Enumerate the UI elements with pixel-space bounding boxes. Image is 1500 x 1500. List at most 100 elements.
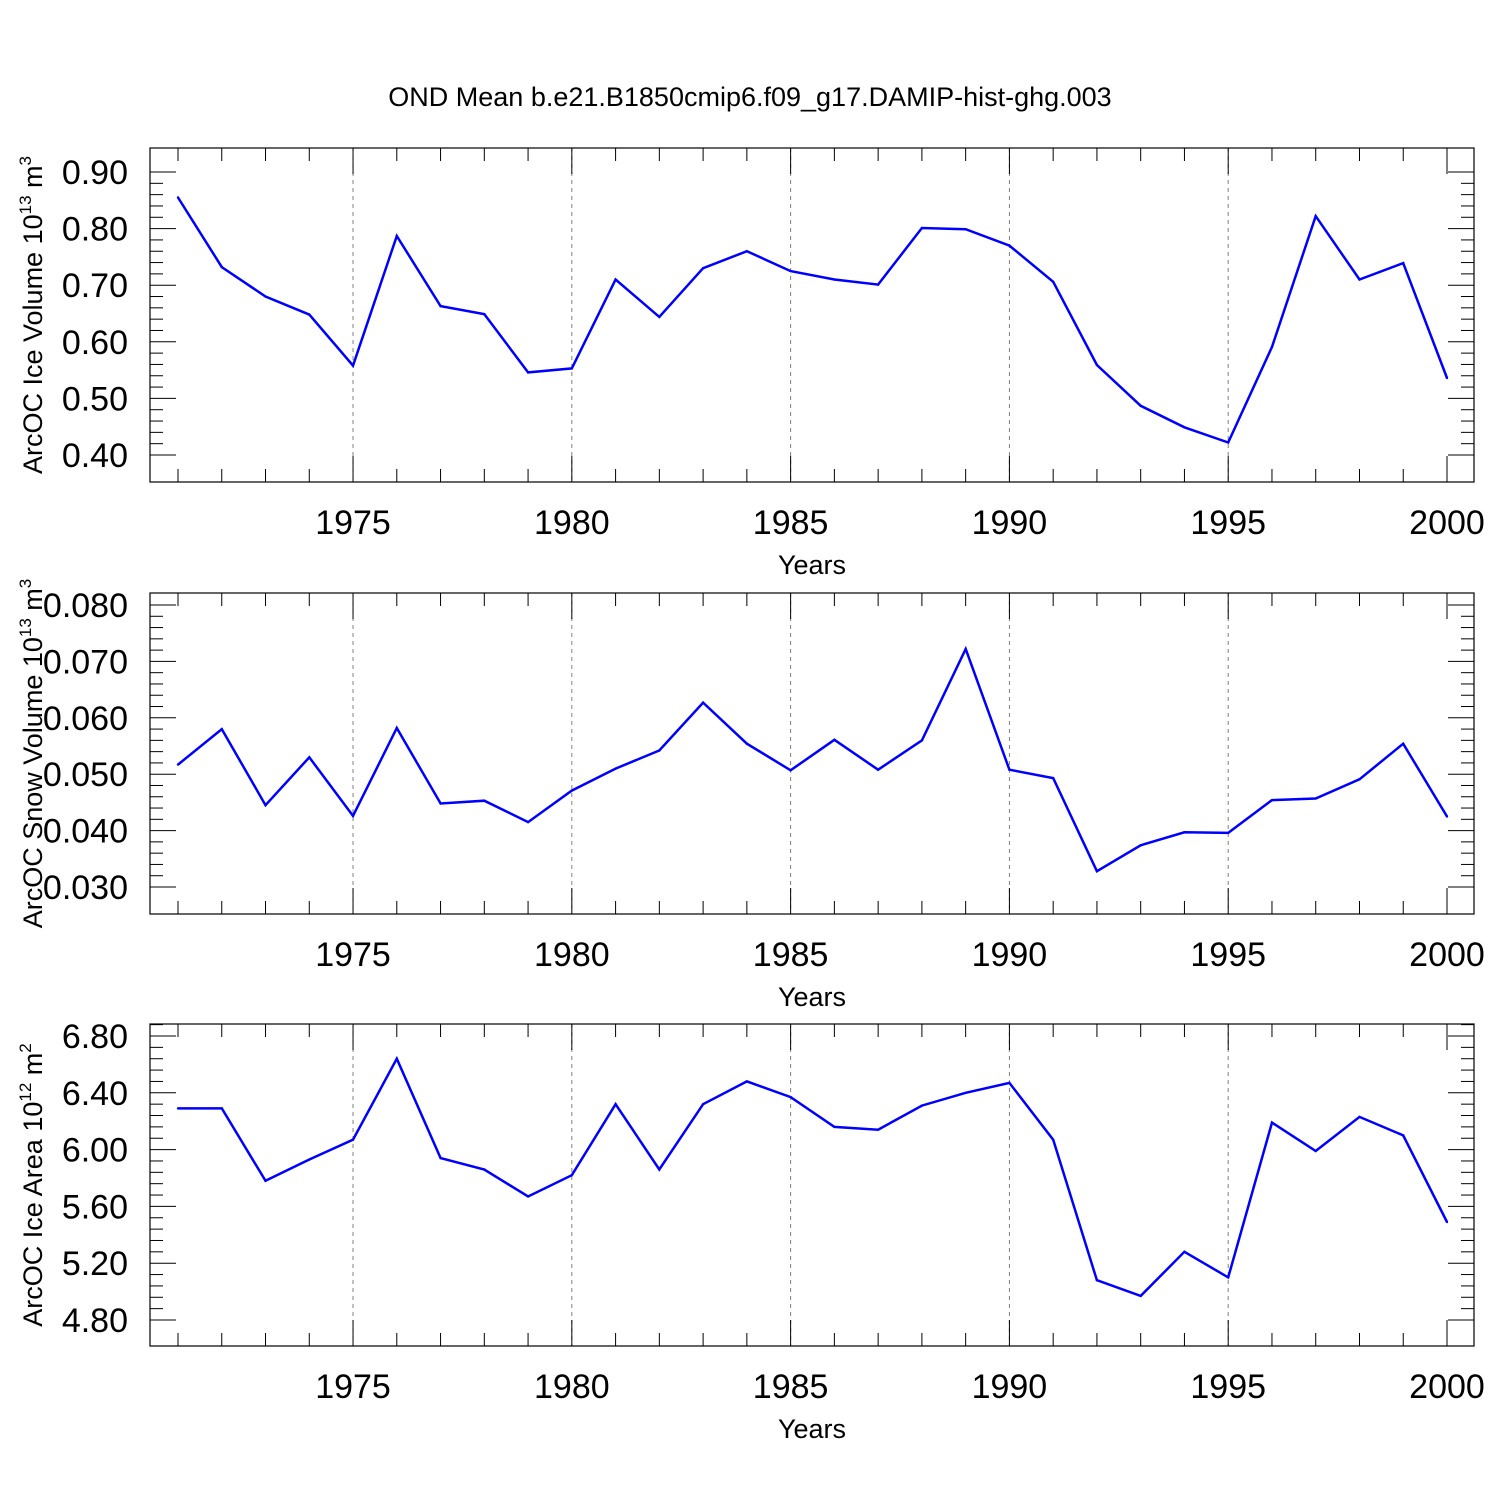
data-point bbox=[1051, 280, 1055, 284]
data-point bbox=[1270, 345, 1274, 349]
x-tick-label: 1995 bbox=[1190, 1368, 1266, 1406]
data-point bbox=[658, 1168, 661, 1171]
x-tick-label: 1975 bbox=[315, 1368, 391, 1406]
chart-title: OND Mean b.e21.B1850cmip6.f09_g17.DAMIP-… bbox=[388, 82, 1111, 112]
data-point bbox=[876, 283, 880, 286]
plot-frame bbox=[149, 592, 1475, 915]
panel-3: 4.80 5.20 5.60 6.00 6.40 6.80 1975 1980 1985 1990… bbox=[16, 1018, 1485, 1444]
data-point bbox=[526, 820, 530, 824]
data-point bbox=[1051, 1138, 1055, 1141]
y-axis-label: ArcOC Snow Volume 1013 m3 bbox=[16, 579, 48, 929]
data-point bbox=[833, 278, 836, 281]
data-point bbox=[220, 1107, 223, 1110]
y-tick-label: 6.00 bbox=[62, 1132, 128, 1170]
data-point bbox=[701, 701, 705, 704]
x-tick-label: 1985 bbox=[753, 1368, 829, 1406]
data-point bbox=[439, 304, 442, 308]
data-point bbox=[483, 312, 486, 316]
data-point bbox=[1445, 815, 1449, 818]
data-point bbox=[1445, 1220, 1449, 1224]
series-line bbox=[178, 1055, 1449, 1298]
x-tick-label: 2000 bbox=[1409, 936, 1485, 974]
y-tick-label: 0.040 bbox=[43, 813, 128, 851]
data-point bbox=[1227, 831, 1230, 835]
data-point bbox=[920, 226, 924, 230]
y-tick-label: 0.070 bbox=[43, 643, 128, 681]
data-point bbox=[745, 742, 749, 745]
data-point bbox=[1402, 261, 1405, 265]
data-point bbox=[483, 799, 486, 802]
data-point bbox=[220, 265, 223, 269]
x-tick-label: 1990 bbox=[972, 504, 1048, 542]
data-point bbox=[1227, 1276, 1230, 1279]
plot-frame bbox=[149, 147, 1475, 483]
panel-1: 0.40 0.50 0.60 0.70 0.80 0.90 1975 1980 1985 1990… bbox=[16, 147, 1485, 580]
y-tick-label: 4.80 bbox=[62, 1302, 128, 1340]
data-point bbox=[1358, 1115, 1361, 1119]
data-point bbox=[264, 804, 267, 807]
x-tick-label: 1980 bbox=[534, 504, 610, 542]
data-point bbox=[1095, 870, 1099, 873]
data-point bbox=[964, 647, 967, 651]
data-point bbox=[1139, 844, 1142, 847]
data-point bbox=[1008, 1081, 1011, 1085]
data-point bbox=[658, 749, 661, 752]
data-point bbox=[789, 1095, 792, 1099]
data-point bbox=[1051, 776, 1055, 780]
y-tick-label: 6.80 bbox=[62, 1018, 128, 1056]
y-tick-label: 0.080 bbox=[43, 587, 128, 625]
data-point bbox=[308, 1158, 311, 1161]
x-tick-label: 1995 bbox=[1190, 504, 1266, 542]
data-point bbox=[264, 295, 267, 298]
data-point bbox=[789, 269, 792, 273]
x-tick-label: 1995 bbox=[1190, 936, 1266, 974]
data-point bbox=[614, 767, 617, 770]
y-tick-label: 0.030 bbox=[43, 869, 128, 907]
data-point bbox=[351, 1138, 355, 1141]
data-point bbox=[1183, 1250, 1186, 1254]
data-point bbox=[1183, 831, 1186, 834]
data-point bbox=[1358, 278, 1361, 281]
data-point bbox=[701, 267, 705, 270]
series-line bbox=[176, 196, 1449, 445]
x-tick-label: 2000 bbox=[1409, 1368, 1485, 1406]
data-point bbox=[701, 1102, 705, 1106]
y-axis-label: ArcOC Ice Area 1012 m2 bbox=[16, 1043, 48, 1327]
data-point bbox=[483, 1168, 486, 1171]
data-point bbox=[1314, 1149, 1317, 1153]
data-point bbox=[745, 250, 749, 253]
data-point bbox=[964, 1091, 967, 1095]
data-point bbox=[1008, 768, 1011, 771]
data-point bbox=[570, 367, 574, 370]
data-point bbox=[1314, 797, 1317, 800]
data-point bbox=[1008, 244, 1011, 247]
x-tick-label: 1990 bbox=[972, 936, 1048, 974]
y-tick-label: 0.50 bbox=[62, 380, 128, 418]
data-point bbox=[220, 727, 223, 731]
data-point bbox=[833, 738, 836, 741]
y-tick-label: 0.060 bbox=[43, 700, 128, 738]
data-point bbox=[876, 768, 880, 771]
data-point bbox=[789, 769, 792, 772]
data-point bbox=[395, 1057, 398, 1060]
data-point bbox=[308, 313, 311, 316]
y-tick-label: 0.050 bbox=[43, 756, 128, 794]
x-axis-label: Years bbox=[778, 1414, 846, 1444]
x-axis-label: Years bbox=[778, 550, 846, 580]
data-point bbox=[526, 371, 530, 374]
data-point bbox=[614, 1102, 617, 1106]
data-point bbox=[526, 1195, 530, 1198]
data-point bbox=[833, 1125, 836, 1129]
x-tick-label: 2000 bbox=[1409, 504, 1485, 542]
data-point bbox=[176, 1107, 180, 1110]
data-point bbox=[264, 1179, 267, 1183]
data-point bbox=[876, 1128, 880, 1131]
x-tick-label: 1980 bbox=[534, 936, 610, 974]
data-point bbox=[1402, 1134, 1405, 1137]
x-tick-label: 1985 bbox=[753, 504, 829, 542]
data-point bbox=[395, 234, 398, 238]
data-point bbox=[658, 315, 661, 319]
data-point bbox=[1358, 778, 1361, 781]
data-point bbox=[351, 814, 355, 818]
y-tick-label: 0.60 bbox=[62, 324, 128, 362]
